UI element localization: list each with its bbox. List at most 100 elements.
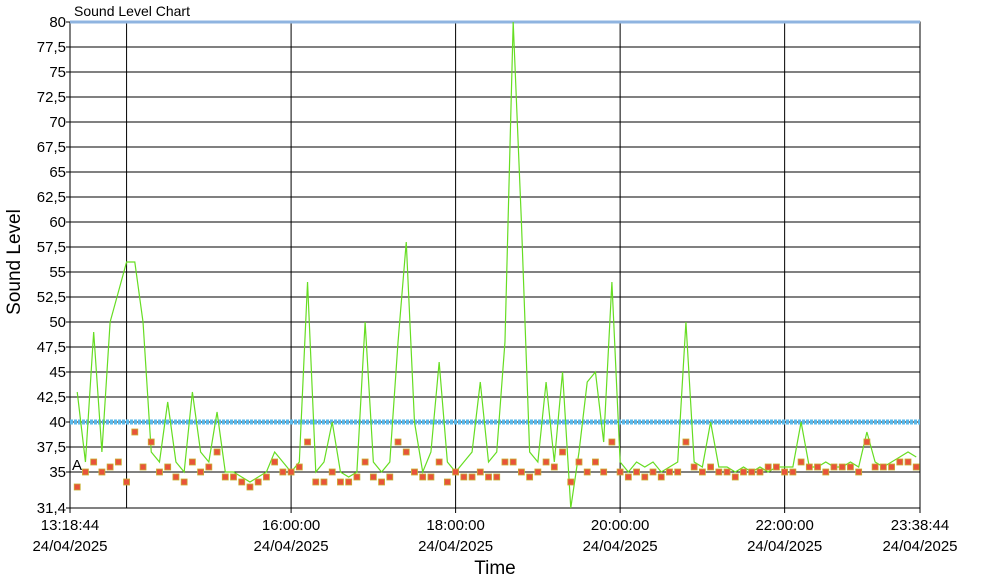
y-tick-label: 65	[49, 164, 66, 181]
data-marker	[698, 468, 706, 476]
data-marker	[246, 483, 254, 491]
data-marker	[460, 473, 468, 481]
data-marker	[534, 468, 542, 476]
data-marker	[764, 463, 772, 471]
data-marker	[493, 473, 501, 481]
x-axis-label: Time	[474, 558, 516, 579]
data-marker	[707, 463, 715, 471]
data-marker	[542, 458, 550, 466]
data-marker	[904, 458, 912, 466]
data-marker	[888, 463, 895, 471]
data-marker	[304, 438, 311, 446]
data-marker	[394, 438, 402, 446]
data-marker	[912, 463, 920, 471]
data-marker	[740, 468, 747, 476]
data-marker	[797, 458, 805, 466]
data-marker	[855, 468, 863, 476]
data-marker	[435, 458, 443, 466]
data-marker	[657, 473, 665, 481]
data-marker	[147, 438, 155, 446]
data-marker	[789, 468, 797, 476]
data-marker	[295, 463, 303, 471]
x-tick-date: 24/04/2025	[747, 538, 822, 555]
data-marker	[238, 478, 246, 486]
data-marker	[328, 468, 336, 476]
y-tick-label: 40	[49, 414, 66, 431]
data-marker	[369, 473, 377, 481]
x-tick-date: 24/04/2025	[882, 538, 957, 555]
data-marker	[345, 478, 353, 486]
data-marker	[633, 468, 640, 476]
y-axis-label: Sound Level	[4, 209, 25, 315]
data-marker	[731, 473, 739, 481]
data-marker	[419, 473, 427, 481]
data-marker	[213, 448, 221, 456]
data-marker	[378, 478, 385, 486]
y-tick-label: 52,5	[37, 289, 66, 306]
data-marker	[427, 473, 435, 481]
y-tick-label: 35	[49, 464, 66, 481]
data-marker	[715, 468, 723, 476]
data-marker	[82, 468, 89, 476]
data-marker	[773, 463, 780, 471]
data-marker	[674, 468, 682, 476]
data-marker	[592, 458, 599, 466]
data-marker	[271, 458, 279, 466]
data-marker	[509, 458, 517, 466]
data-marker	[814, 463, 821, 471]
data-marker	[575, 458, 583, 466]
y-tick-label: 67,5	[37, 139, 66, 156]
data-marker	[616, 468, 624, 476]
data-marker	[847, 463, 854, 471]
data-marker	[172, 473, 180, 481]
data-marker	[254, 478, 262, 486]
data-marker	[402, 448, 410, 456]
data-marker	[337, 478, 344, 486]
reference-label: A	[72, 457, 82, 474]
x-tick-label: 18:00:00	[426, 517, 484, 534]
data-marker	[156, 468, 163, 476]
data-marker	[106, 463, 114, 471]
data-marker	[230, 473, 237, 481]
x-tick-date: 24/04/2025	[254, 538, 329, 555]
data-marker	[205, 463, 213, 471]
y-tick-label: 57,5	[37, 239, 66, 256]
data-marker	[188, 458, 196, 466]
data-marker	[131, 428, 139, 436]
y-tick-label: 77,5	[37, 39, 66, 56]
data-marker	[114, 458, 122, 466]
data-marker	[518, 468, 525, 476]
data-marker	[90, 458, 98, 466]
data-marker	[526, 473, 534, 481]
data-marker	[871, 463, 879, 471]
data-marker	[98, 468, 106, 476]
x-tick-date: 24/04/2025	[583, 538, 658, 555]
x-tick-label: 23:38:44	[891, 517, 949, 534]
data-marker	[567, 478, 575, 486]
data-marker	[279, 468, 287, 476]
data-marker	[723, 468, 731, 476]
y-tick-label: 60	[49, 214, 66, 231]
data-marker	[180, 478, 188, 486]
data-marker	[641, 473, 649, 481]
y-tick-label: 42,5	[37, 389, 66, 406]
x-tick-date: 24/04/2025	[418, 538, 493, 555]
data-marker	[756, 468, 764, 476]
data-marker	[221, 473, 229, 481]
data-marker	[822, 468, 830, 476]
y-tick-label: 75	[49, 64, 66, 81]
data-marker	[73, 483, 81, 491]
y-tick-label: 50	[49, 314, 66, 331]
data-marker	[583, 468, 591, 476]
data-marker	[600, 468, 608, 476]
y-tick-label: 45	[49, 364, 66, 381]
data-marker	[682, 438, 690, 446]
data-marker	[863, 438, 871, 446]
data-marker	[649, 468, 657, 476]
x-tick-label: 13:18:44	[41, 517, 99, 534]
y-tick-label: 47,5	[37, 339, 66, 356]
data-marker	[139, 463, 147, 471]
y-tick-label: 80	[49, 14, 66, 31]
